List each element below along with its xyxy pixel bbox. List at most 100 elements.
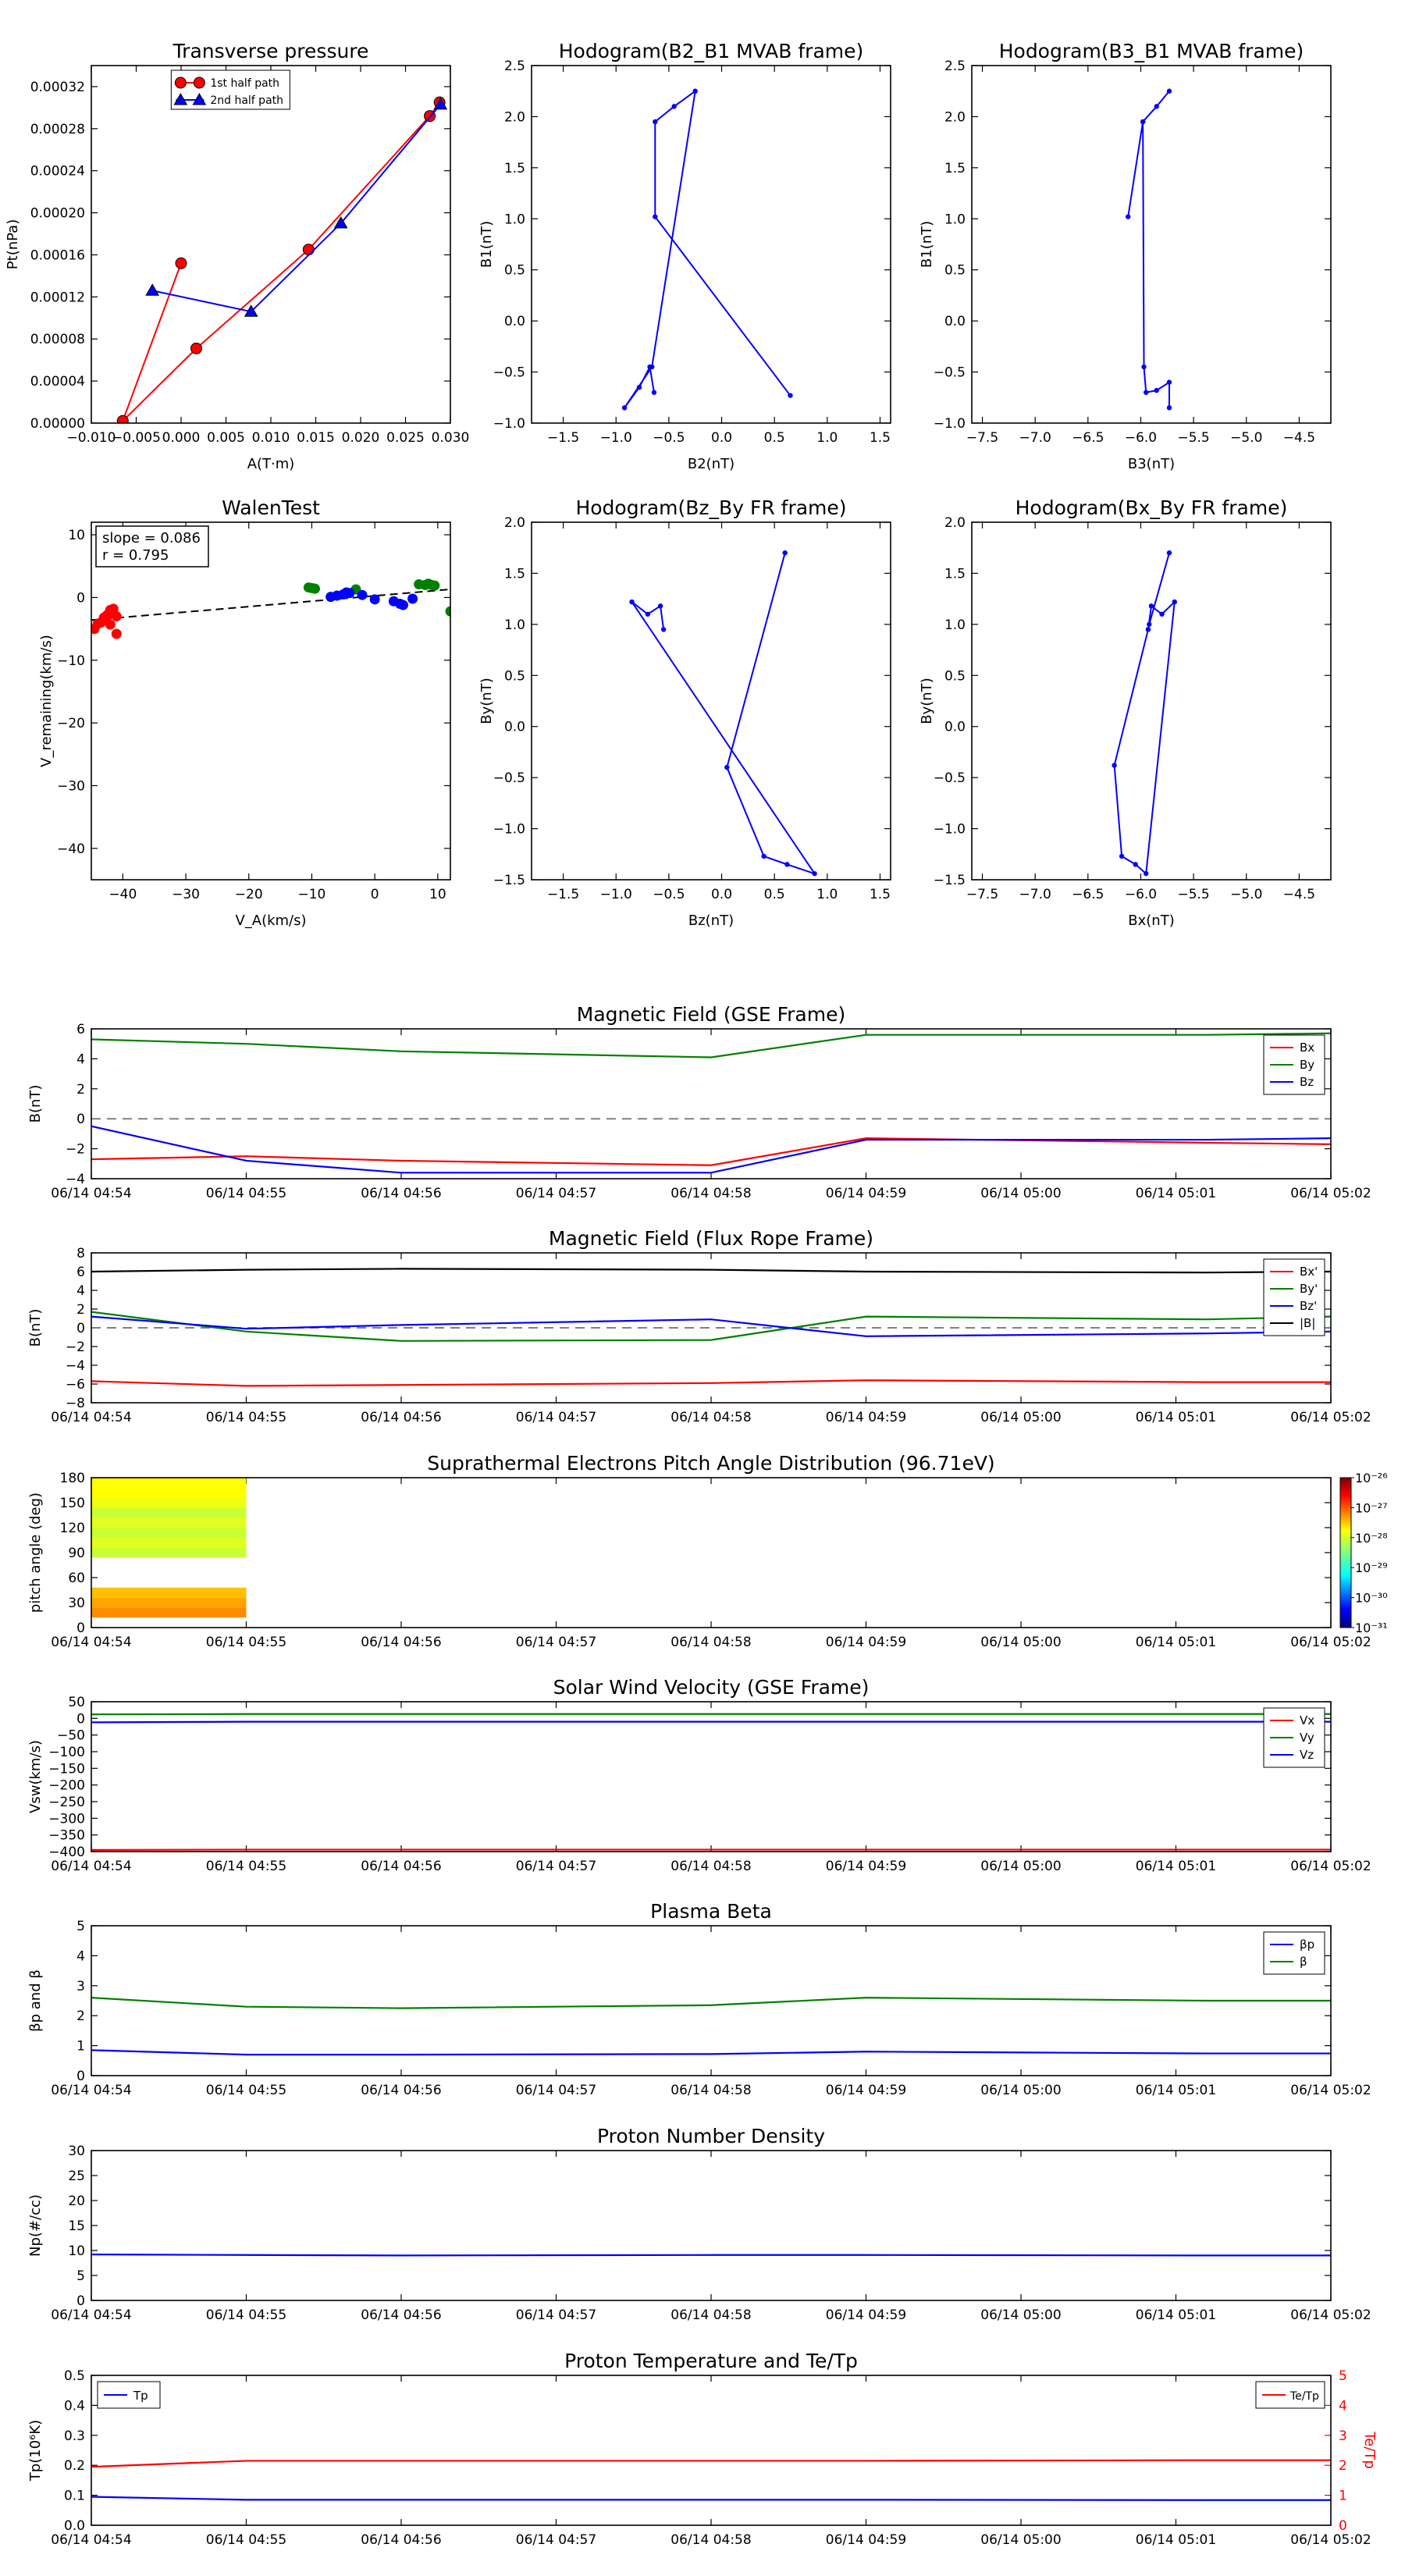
data-point (1172, 599, 1177, 605)
plot-area (91, 1029, 1331, 1179)
x-tick-label: 06/14 05:02 (1290, 2307, 1371, 2323)
y-axis-label: Np(#/cc) (27, 2194, 44, 2257)
chart-title: Proton Temperature and Te/Tp (564, 2350, 858, 2372)
chart-h2: Hodogram(B3_B1 MVAB frame) B3(nT) B1(nT) −7… (919, 40, 1332, 472)
heatmap-cell (91, 1547, 247, 1558)
y-tick-label: −350 (48, 1828, 85, 1844)
y-tick-label: 0 (76, 1711, 85, 1727)
plot-content (91, 1478, 247, 1618)
y-tick-label: 0.5 (504, 668, 525, 684)
plot-area (91, 522, 450, 880)
x-tick-label: 1.0 (816, 430, 838, 446)
x-tick-label: 06/14 05:01 (1136, 1859, 1216, 1874)
y-tick-label: −1.0 (934, 822, 966, 838)
x-tick-label: 0.005 (207, 430, 245, 446)
legend-label: β (1300, 1955, 1307, 1969)
data-point (1112, 763, 1117, 768)
data-point (1147, 621, 1152, 628)
y-tick-label: −0.5 (934, 770, 966, 786)
x-axis-label: Bz(nT) (688, 913, 734, 929)
plot-frame (91, 1925, 1332, 2076)
x-tick-label: −7.5 (966, 430, 998, 446)
x-tick-label: 06/14 04:54 (51, 2083, 131, 2098)
x-tick-label: 06/14 04:55 (206, 1410, 286, 1425)
y-tick-label: 180 (60, 1471, 85, 1486)
x-tick-label: 06/14 04:54 (51, 1859, 131, 1874)
x-tick-label: −6.5 (1072, 430, 1104, 446)
colorbar-label: 10⁻²⁶ (1355, 1471, 1388, 1485)
plot-area (532, 66, 891, 423)
y-tick-label: 1.0 (504, 617, 525, 633)
heatmap-cell (91, 1528, 247, 1538)
y-tick-label: 0 (76, 1112, 85, 1127)
series-line-0 (91, 2254, 1331, 2257)
data-point (653, 214, 658, 219)
plot-content (91, 578, 450, 639)
data-point (645, 611, 651, 617)
data-point (357, 589, 368, 600)
chart-title: Magnetic Field (GSE Frame) (577, 1003, 845, 1026)
x-tick-label: 06/14 05:00 (980, 1635, 1061, 1650)
y-tick-label: 0.0 (944, 720, 966, 735)
heatmap-cell (91, 1597, 247, 1608)
data-point (1148, 603, 1154, 609)
x-tick-label: 06/14 05:00 (980, 1186, 1061, 1201)
series-line-3 (91, 1268, 1331, 1274)
series-line-2 (91, 1125, 1331, 1174)
colorbar-label: 10⁻²⁸ (1355, 1531, 1388, 1546)
x-tick-label: 06/14 05:01 (1136, 2532, 1216, 2548)
x-tick-label: 0.000 (162, 430, 201, 446)
chart-mf: Magnetic Field (GSE Frame) B(nT) 06/14 04:… (27, 1003, 1371, 1201)
x-tick-label: 06/14 04:57 (516, 1635, 596, 1650)
colorbar-label: 10⁻³⁰ (1355, 1591, 1388, 1606)
x-tick-label: −0.5 (653, 430, 685, 446)
y-tick-label: 90 (68, 1546, 85, 1561)
x-tick-label: 06/14 05:00 (980, 2307, 1061, 2323)
data-point (782, 550, 788, 556)
x-tick-label: 06/14 05:00 (980, 1859, 1061, 1874)
data-point (344, 588, 355, 599)
chart-title: Hodogram(B3_B1 MVAB frame) (999, 40, 1304, 62)
x-tick-label: 06/14 05:02 (1290, 1410, 1371, 1425)
y-tick-label: 2.0 (504, 515, 525, 531)
data-point (1166, 88, 1172, 94)
x-tick-label: 06/14 04:56 (361, 2083, 441, 2098)
y-axis-label: B1(nT) (478, 221, 495, 268)
plot-content (91, 2254, 1331, 2257)
x-tick-label: 06/14 04:54 (51, 1410, 131, 1425)
y-tick-label: 30 (68, 1596, 85, 1611)
data-point (629, 599, 635, 605)
plot-content (91, 1997, 1331, 2056)
y-tick-label: 1 (76, 2039, 85, 2055)
plot-frame (91, 1477, 1332, 1628)
data-point (244, 304, 258, 317)
x-tick-label: 06/14 04:59 (826, 1859, 906, 1874)
legend-label: Vy (1300, 1731, 1314, 1745)
heatmap-cell (91, 1487, 247, 1498)
y-axis-label: B(nT) (27, 1309, 44, 1347)
y-tick-label: −30 (57, 778, 85, 794)
x-tick-label: 06/14 04:54 (51, 2532, 131, 2548)
y-tick-label: 1.0 (504, 212, 525, 227)
chart-title: Hodogram(Bz_By FR frame) (575, 496, 846, 519)
y-tick-label: 60 (68, 1571, 85, 1586)
y-tick-label: 6 (76, 1022, 85, 1037)
x-tick-label: −6.0 (1125, 887, 1157, 902)
chart-title: Hodogram(B2_B1 MVAB frame) (559, 40, 864, 62)
data-point (1140, 119, 1146, 125)
data-point (1144, 390, 1149, 395)
data-point (407, 593, 418, 604)
y-tick-label: 0.00024 (30, 164, 85, 180)
x-tick-label: 0.025 (386, 430, 425, 446)
chart-h4: Hodogram(Bx_By FR frame) Bx(nT) By(nT) −7.5… (919, 496, 1332, 929)
data-point (621, 405, 628, 411)
data-point (175, 257, 187, 269)
y-tick-label: 0.5 (944, 668, 966, 684)
y-tick-label: −4 (66, 1172, 85, 1187)
chart-title: Suprathermal Electrons Pitch Angle Distr… (427, 1452, 994, 1475)
data-point (333, 216, 348, 229)
data-point (1166, 379, 1172, 385)
legend-label: Bx' (1300, 1265, 1318, 1279)
x-tick-label: 06/14 05:02 (1290, 2083, 1371, 2098)
y-tick-label-right: 4 (1339, 2398, 1347, 2414)
